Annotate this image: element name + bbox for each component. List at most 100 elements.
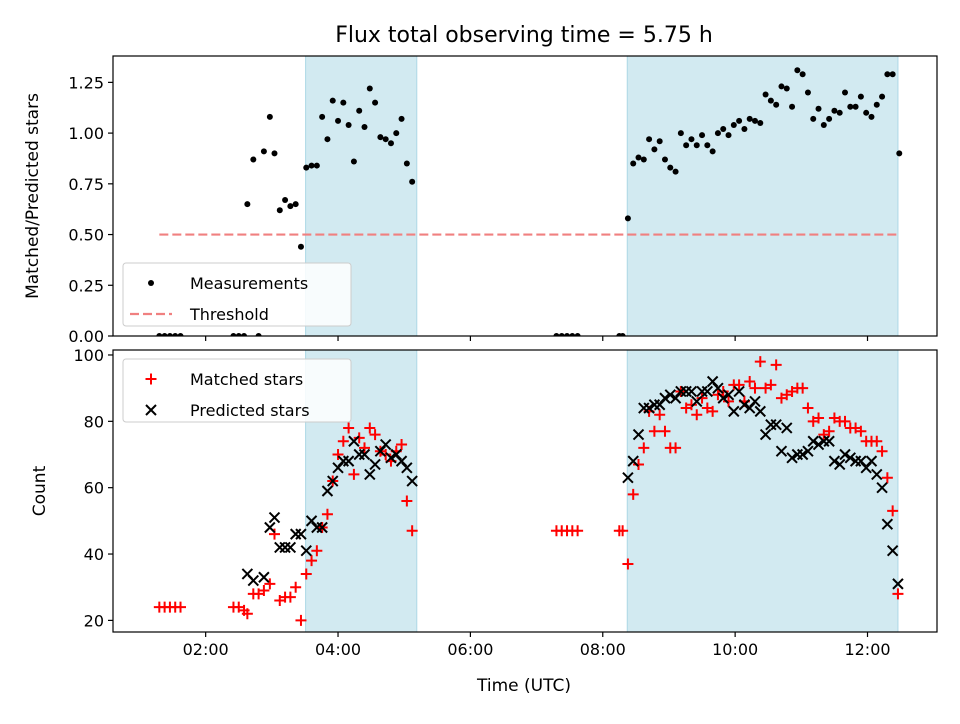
y-tick-label: 0.50 bbox=[68, 226, 104, 245]
measurements-point bbox=[714, 130, 721, 137]
matched-stars-point bbox=[839, 415, 851, 427]
matched-stars-point bbox=[717, 385, 729, 397]
measurements-point bbox=[403, 160, 410, 167]
measurements-point bbox=[836, 109, 843, 116]
y-tick-label: 100 bbox=[73, 346, 104, 365]
matched-stars-point bbox=[876, 445, 888, 457]
predicted-stars-point bbox=[733, 385, 745, 398]
measurements-point bbox=[619, 333, 626, 336]
predicted-stars-point bbox=[796, 448, 809, 461]
measurements-point bbox=[366, 85, 373, 92]
matched-stars-point bbox=[797, 382, 809, 394]
measurements-point bbox=[350, 158, 357, 165]
measurements-point bbox=[810, 115, 817, 122]
predicted-stars-point bbox=[876, 481, 888, 494]
measurements-point bbox=[778, 83, 785, 90]
measurements-point bbox=[693, 142, 700, 149]
predicted-stars-point bbox=[865, 455, 878, 467]
measurements-point bbox=[398, 115, 405, 122]
legend-label-threshold: Threshold bbox=[189, 305, 269, 324]
measurements-point bbox=[569, 333, 576, 336]
predicted-stars-point bbox=[268, 511, 281, 524]
matched-stars-point bbox=[802, 402, 814, 414]
matched-stars-point bbox=[749, 382, 761, 394]
predicted-stars-point bbox=[327, 475, 339, 487]
measurements-point bbox=[377, 134, 384, 141]
predicted-stars-point bbox=[886, 545, 899, 557]
measurements-point bbox=[842, 89, 849, 96]
measurements-point bbox=[553, 333, 560, 336]
measurements-point bbox=[558, 333, 565, 336]
measurements-point bbox=[847, 103, 854, 110]
matched-stars-point bbox=[332, 449, 344, 461]
measurements-point bbox=[767, 97, 774, 104]
measurements-point bbox=[804, 89, 811, 96]
matched-stars-point bbox=[770, 359, 782, 371]
measurements-point bbox=[276, 207, 283, 214]
measurements-point bbox=[762, 91, 769, 98]
predicted-stars-point bbox=[802, 445, 814, 457]
matched-stars-point bbox=[892, 588, 904, 600]
measurements-point bbox=[826, 115, 833, 122]
predicted-stars-point bbox=[701, 385, 714, 398]
measurements-point bbox=[303, 164, 310, 171]
x-tick-label: 02:00 bbox=[183, 640, 229, 659]
y-tick-label: 40 bbox=[84, 545, 104, 564]
measurements-point bbox=[857, 93, 864, 100]
predicted-stars-point bbox=[770, 418, 782, 431]
predicted-stars-point bbox=[316, 521, 328, 534]
matched-stars-point bbox=[295, 614, 307, 626]
measurements-point bbox=[340, 99, 347, 106]
legend-box bbox=[122, 358, 352, 423]
measurements-point bbox=[361, 124, 368, 131]
measurements-point bbox=[773, 101, 780, 108]
predicted-stars-point bbox=[258, 571, 270, 583]
measurements-point bbox=[172, 333, 179, 336]
predicted-stars-point bbox=[717, 392, 729, 404]
measurements-point bbox=[387, 140, 394, 147]
measurements-point bbox=[736, 117, 743, 124]
measurements-point bbox=[324, 136, 331, 143]
measurements-point bbox=[646, 136, 653, 143]
predicted-stars-point bbox=[844, 452, 857, 464]
predicted-stars-point bbox=[823, 435, 835, 447]
measurements-point bbox=[166, 333, 173, 336]
measurements-point bbox=[884, 71, 891, 78]
matched-stars-point bbox=[284, 591, 296, 603]
x-axis-label: Time (UTC) bbox=[476, 676, 571, 696]
legend-label-matched-stars: Matched stars bbox=[190, 370, 303, 389]
predicted-stars-point bbox=[871, 468, 883, 481]
matched-stars-point bbox=[258, 585, 270, 597]
predicted-stars-point bbox=[834, 458, 846, 471]
matched-stars-point bbox=[396, 439, 408, 451]
predicted-stars-point bbox=[781, 422, 793, 434]
predicted-stars-point bbox=[786, 452, 798, 464]
measurements-point bbox=[372, 99, 379, 106]
matched-stars-point bbox=[659, 425, 671, 437]
measurements-point bbox=[873, 101, 880, 108]
y-tick-label: 0.75 bbox=[68, 175, 104, 194]
matched-stars-point bbox=[685, 399, 697, 411]
measurements-point bbox=[255, 333, 262, 336]
predicted-stars-point bbox=[406, 475, 418, 487]
measurements-point bbox=[794, 67, 801, 74]
measurements-point bbox=[688, 136, 695, 143]
predicted-stars-point bbox=[712, 382, 724, 394]
predicted-stars-point bbox=[659, 392, 671, 404]
y-tick-label: 1.25 bbox=[68, 73, 104, 92]
matched-stars-point bbox=[754, 356, 766, 368]
measurements-point bbox=[741, 126, 748, 133]
measurements-point bbox=[709, 148, 716, 155]
measurements-point bbox=[574, 333, 581, 336]
data-layer bbox=[153, 356, 904, 626]
measurements-point bbox=[156, 333, 163, 336]
measurements-point bbox=[720, 126, 727, 133]
matched-stars-point bbox=[300, 568, 312, 580]
matched-stars-point bbox=[648, 425, 660, 437]
measurements-point bbox=[896, 150, 903, 157]
x-tick-label: 12:00 bbox=[844, 640, 890, 659]
measurements-point bbox=[329, 97, 336, 104]
measurements-point bbox=[789, 103, 796, 110]
predicted-stars-point bbox=[622, 472, 634, 484]
measurements-point bbox=[409, 178, 416, 185]
